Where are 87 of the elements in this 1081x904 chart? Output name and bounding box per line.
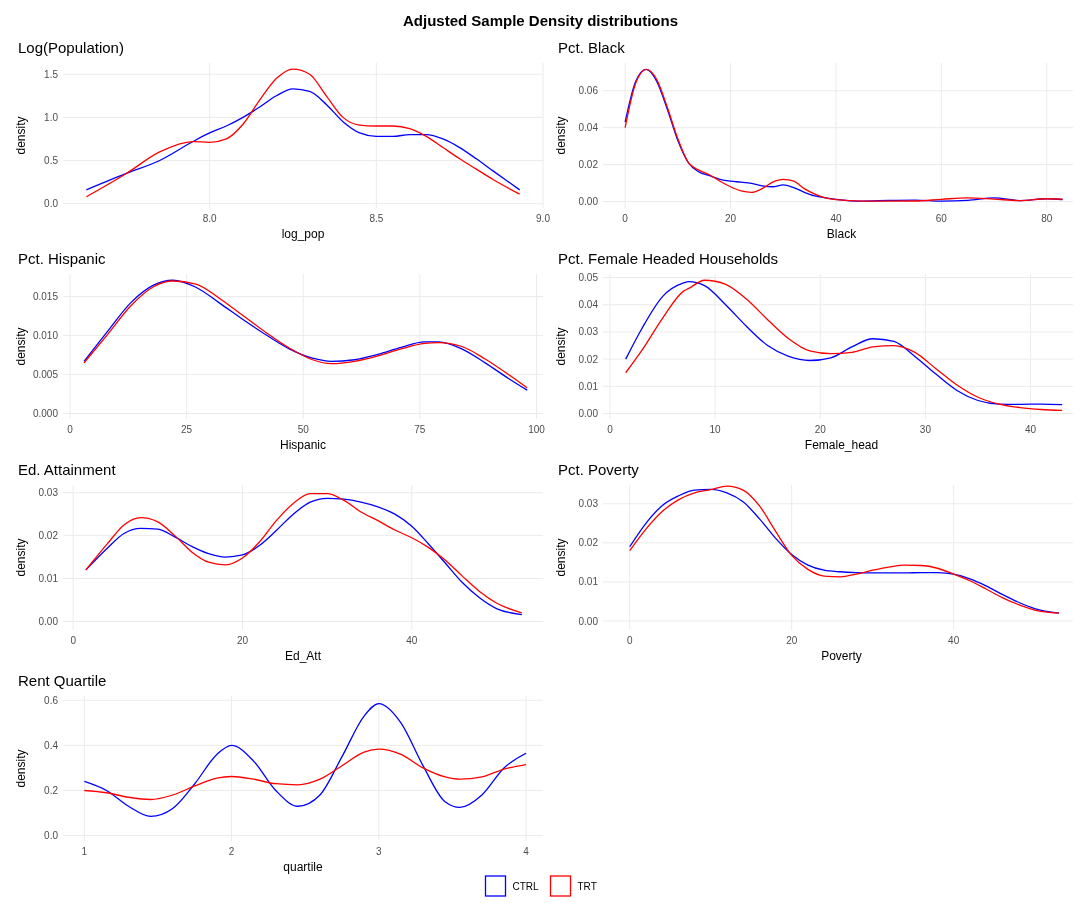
x-tick-label: 20 xyxy=(786,635,798,646)
x-tick-label: 75 xyxy=(414,424,426,435)
x-tick-label: 0 xyxy=(607,424,614,435)
x-tick-label: 0 xyxy=(67,424,74,435)
x-tick-label: 3 xyxy=(376,846,383,857)
y-tick-label: 0.00 xyxy=(38,615,59,627)
y-tick-label: 0.03 xyxy=(578,326,599,338)
x-tick-label: 10 xyxy=(709,424,722,435)
x-axis-title: Hispanic xyxy=(279,438,327,452)
y-tick-label: 0.010 xyxy=(32,330,59,342)
y-tick-label: 0.01 xyxy=(578,380,599,392)
y-tick-label: 0.6 xyxy=(44,694,59,706)
y-tick-label: 0.5 xyxy=(44,155,59,167)
x-tick-label: 50 xyxy=(297,424,310,435)
x-tick-label: 20 xyxy=(814,424,827,435)
x-axis-title: Ed_Att xyxy=(284,649,322,663)
y-axis-title: density xyxy=(14,749,28,788)
x-tick-label: 0 xyxy=(70,635,77,646)
x-tick-label: 25 xyxy=(181,424,193,435)
x-tick-label: 40 xyxy=(948,635,960,646)
x-axis-title: Poverty xyxy=(821,649,862,663)
y-tick-label: 0.03 xyxy=(38,487,59,499)
line-series xyxy=(624,68,1064,202)
x-tick-label: 20 xyxy=(724,213,737,224)
y-tick-label: 0.03 xyxy=(578,498,599,510)
line-series xyxy=(83,748,527,801)
y-axis-title: density xyxy=(554,327,568,366)
chart-title: Ed. Attainment xyxy=(18,461,117,478)
x-tick-label: 20 xyxy=(236,635,249,646)
y-tick-label: 0.04 xyxy=(578,299,599,311)
y-tick-label: 0.04 xyxy=(578,122,599,134)
y-tick-label: 0.05 xyxy=(578,272,599,284)
y-axis-title: density xyxy=(554,116,568,155)
chart-title: Pct. Poverty xyxy=(558,461,640,478)
chart-title: Rent Quartile xyxy=(18,672,107,689)
y-tick-label: 0.02 xyxy=(578,159,599,171)
y-tick-label: 0.000 xyxy=(32,408,59,420)
line-series xyxy=(83,703,527,818)
chart-title: Log(Population) xyxy=(18,39,124,56)
x-tick-label: 100 xyxy=(528,424,546,435)
y-tick-label: 0.02 xyxy=(38,530,59,542)
legend-label: TRT xyxy=(577,880,597,892)
legend-label: CTRL xyxy=(512,880,540,892)
x-tick-label: 30 xyxy=(919,424,932,435)
x-tick-label: 8.0 xyxy=(202,213,218,224)
y-tick-label: 0.06 xyxy=(578,85,599,97)
chart-title: Pct. Black xyxy=(558,39,626,56)
x-tick-label: 2 xyxy=(228,846,235,857)
y-tick-label: 0.2 xyxy=(44,784,59,796)
y-tick-label: 0.0 xyxy=(44,198,59,210)
y-tick-label: 0.01 xyxy=(578,576,599,588)
x-tick-label: 0 xyxy=(622,213,629,224)
x-tick-label: 8.5 xyxy=(369,213,384,224)
x-tick-label: 80 xyxy=(1041,213,1053,224)
x-tick-label: 0 xyxy=(626,635,633,646)
y-tick-label: 0.015 xyxy=(32,291,59,303)
chart-title: Pct. Female Headed Households xyxy=(558,250,779,267)
x-tick-label: 4 xyxy=(523,846,530,857)
x-tick-label: 9.0 xyxy=(536,213,551,224)
line-series xyxy=(85,68,521,198)
x-tick-label: 40 xyxy=(1025,424,1037,435)
y-tick-label: 1.5 xyxy=(44,68,59,80)
chart-title: Pct. Hispanic xyxy=(18,250,107,267)
y-tick-label: 0.00 xyxy=(578,408,599,420)
x-tick-label: 40 xyxy=(406,635,418,646)
x-axis-title: log_pop xyxy=(281,227,325,241)
x-axis-title: Black xyxy=(826,227,858,241)
y-tick-label: 0.00 xyxy=(578,615,599,627)
line-series xyxy=(85,88,521,191)
y-tick-label: 0.0 xyxy=(44,830,59,842)
x-tick-label: 1 xyxy=(81,846,88,857)
y-tick-label: 0.02 xyxy=(578,353,599,365)
x-tick-label: 40 xyxy=(830,213,842,224)
y-tick-label: 0.00 xyxy=(578,196,599,208)
y-axis-title: density xyxy=(14,116,28,155)
x-tick-label: 60 xyxy=(935,213,948,224)
x-axis-title: Female_head xyxy=(804,438,879,452)
y-tick-label: 0.01 xyxy=(38,573,59,585)
y-tick-label: 1.0 xyxy=(44,111,59,123)
x-axis-title: quartile xyxy=(283,860,323,874)
y-axis-title: density xyxy=(14,538,28,577)
y-axis-title: density xyxy=(554,538,568,577)
text: Adjusted Sample Density distributions xyxy=(402,12,679,29)
y-tick-label: 0.005 xyxy=(32,369,59,381)
y-tick-label: 0.4 xyxy=(44,739,59,751)
y-tick-label: 0.02 xyxy=(578,537,599,549)
y-axis-title: density xyxy=(14,327,28,366)
